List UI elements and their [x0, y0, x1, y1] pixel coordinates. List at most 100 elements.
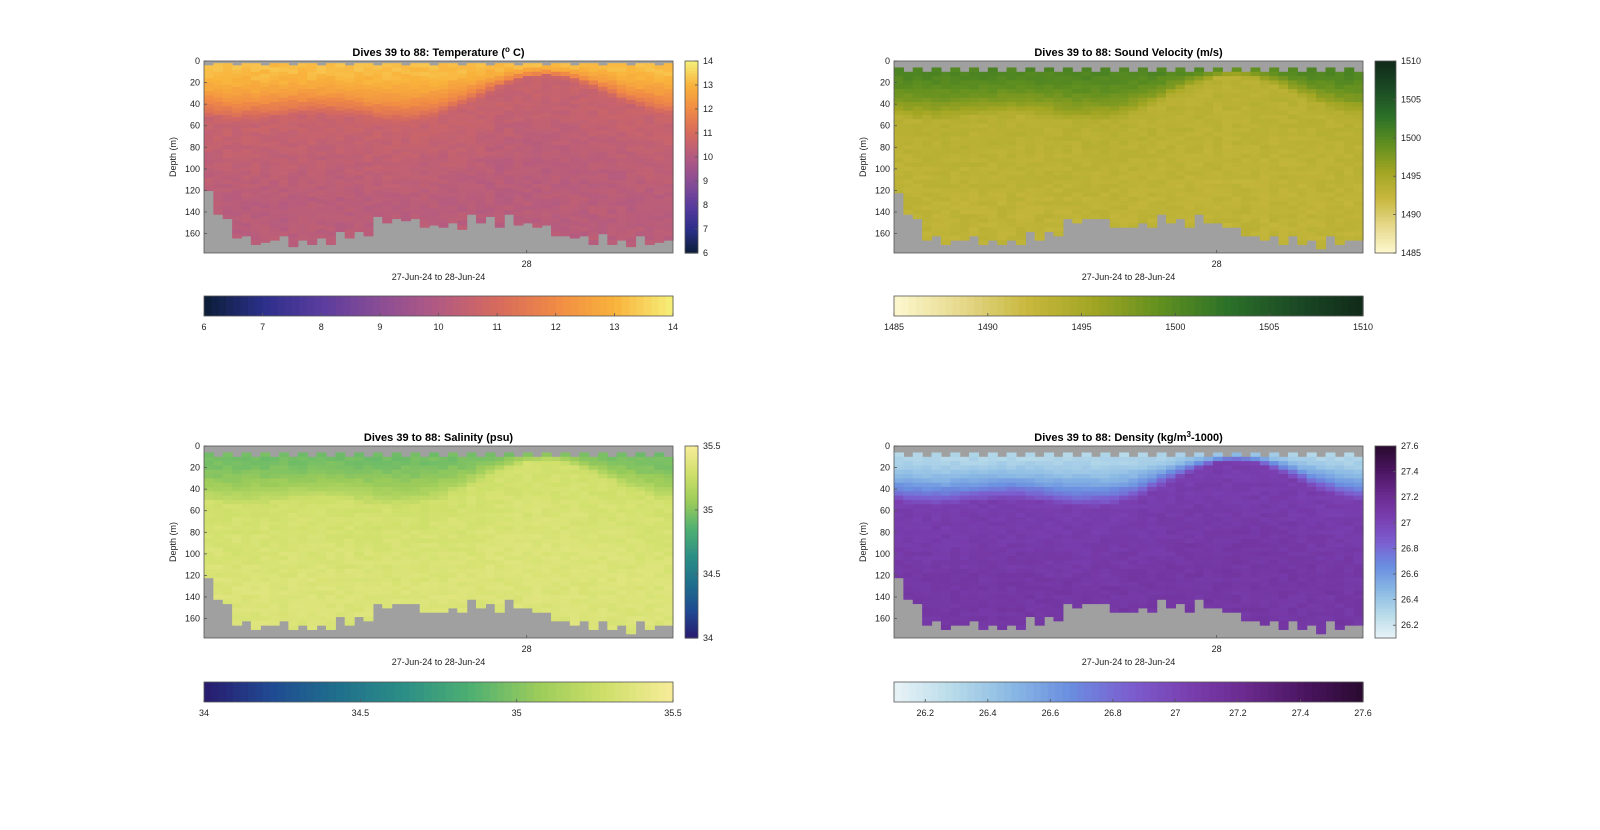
heatmap-cell — [1166, 140, 1176, 146]
heatmap-cell — [232, 551, 243, 557]
heatmap-cell — [419, 192, 430, 198]
heatmap-cell — [1297, 110, 1308, 116]
colorbar-segment — [915, 296, 924, 316]
colorbar-segment — [685, 76, 698, 80]
heatmap-cell — [354, 491, 365, 497]
heatmap-cell — [950, 175, 961, 181]
colorbar-segment — [1106, 296, 1115, 316]
heatmap-cell — [297, 218, 308, 224]
heatmap-cell — [1062, 71, 1073, 77]
heatmap-cell — [1278, 171, 1289, 176]
heatmap-cell — [551, 188, 562, 194]
heatmap-cell — [241, 517, 252, 523]
heatmap-cell — [213, 495, 224, 501]
heatmap-cell — [1109, 106, 1120, 112]
heatmap-cell — [1250, 166, 1261, 172]
heatmap-cell — [1137, 149, 1148, 155]
colorbar-segment — [1375, 184, 1396, 188]
heatmap-cell — [532, 101, 543, 107]
heatmap-cell — [279, 612, 290, 618]
heatmap-cell — [912, 188, 923, 194]
heatmap-cell — [250, 517, 261, 523]
heatmap-cell — [1175, 158, 1186, 163]
heatmap-cell — [325, 97, 336, 103]
heatmap-cell — [1344, 222, 1355, 228]
heatmap-cell — [922, 222, 933, 228]
heatmap-cell — [232, 478, 243, 484]
heatmap-cell — [1334, 209, 1345, 215]
heatmap-cell — [579, 192, 590, 198]
colorbar-segment — [685, 163, 698, 167]
heatmap-cell — [1325, 192, 1336, 198]
heatmap-cell — [978, 97, 989, 103]
heatmap-cell — [344, 212, 355, 217]
heatmap-cell — [569, 173, 580, 179]
heatmap-cell — [382, 577, 393, 583]
colorbar-segment — [1194, 296, 1203, 316]
heatmap-cell — [522, 162, 533, 168]
heatmap-cell — [1025, 196, 1036, 202]
heatmap-cell — [1316, 132, 1327, 138]
colorbar-segment — [685, 184, 698, 188]
heatmap-cell — [997, 162, 1008, 168]
heatmap-cell — [579, 175, 590, 181]
heatmap-cell — [1053, 218, 1064, 224]
heatmap-cell — [1072, 76, 1083, 82]
heatmap-cell — [288, 199, 299, 204]
heatmap-cell — [232, 564, 243, 570]
heatmap-cell — [222, 209, 233, 215]
heatmap-cell — [466, 114, 477, 120]
heatmap-cell — [903, 188, 914, 194]
heatmap-cell — [241, 132, 252, 138]
heatmap-cell — [1128, 175, 1139, 181]
heatmap-cell — [1119, 101, 1130, 107]
heatmap-cell — [1269, 175, 1280, 181]
heatmap-cell — [1166, 162, 1176, 168]
heatmap-cell — [597, 142, 608, 148]
colorbar-segment — [1375, 118, 1396, 122]
heatmap-cell — [1128, 196, 1139, 202]
heatmap-cell — [579, 101, 590, 107]
heatmap-cell — [1306, 196, 1317, 202]
heatmap-cell — [1044, 110, 1055, 116]
heatmap-cell — [279, 551, 290, 557]
heatmap-cell — [363, 67, 374, 73]
heatmap-cell — [382, 214, 393, 220]
heatmap-cell — [1053, 132, 1064, 138]
heatmap-cell — [1015, 162, 1026, 168]
heatmap-cell — [335, 67, 346, 73]
heatmap-cell — [344, 456, 355, 462]
heatmap-cell — [1184, 136, 1195, 142]
heatmap-cell — [232, 556, 243, 561]
heatmap-cell — [513, 168, 524, 174]
heatmap-cell — [551, 80, 562, 86]
heatmap-cell — [307, 461, 318, 467]
heatmap-cell — [447, 201, 458, 207]
heatmap-cell — [532, 76, 543, 82]
heatmap-cell — [344, 224, 355, 230]
heatmap-cell — [1353, 196, 1364, 202]
heatmap-cell — [260, 491, 271, 497]
heatmap-cell — [213, 132, 224, 138]
heatmap-cell — [222, 123, 233, 129]
heatmap-cell — [241, 145, 252, 151]
heatmap-cell — [1147, 84, 1158, 90]
heatmap-cell — [997, 171, 1008, 176]
heatmap-cell — [1334, 80, 1345, 86]
heatmap-cell — [204, 151, 214, 157]
heatmap-cell — [363, 491, 374, 497]
heatmap-cell — [1109, 209, 1120, 215]
heatmap-cell — [1297, 162, 1308, 168]
heatmap-cell — [372, 203, 383, 209]
heatmap-cell — [626, 203, 637, 209]
heatmap-cell — [551, 209, 562, 215]
heatmap-cell — [269, 149, 280, 155]
heatmap-cell — [204, 508, 214, 514]
heatmap-cell — [325, 594, 336, 600]
heatmap-cell — [213, 568, 224, 574]
heatmap-cell — [316, 581, 327, 587]
heatmap-cell — [940, 101, 951, 107]
heatmap-cell — [485, 112, 496, 118]
heatmap-cell — [1090, 188, 1101, 194]
heatmap-cell — [372, 194, 383, 200]
